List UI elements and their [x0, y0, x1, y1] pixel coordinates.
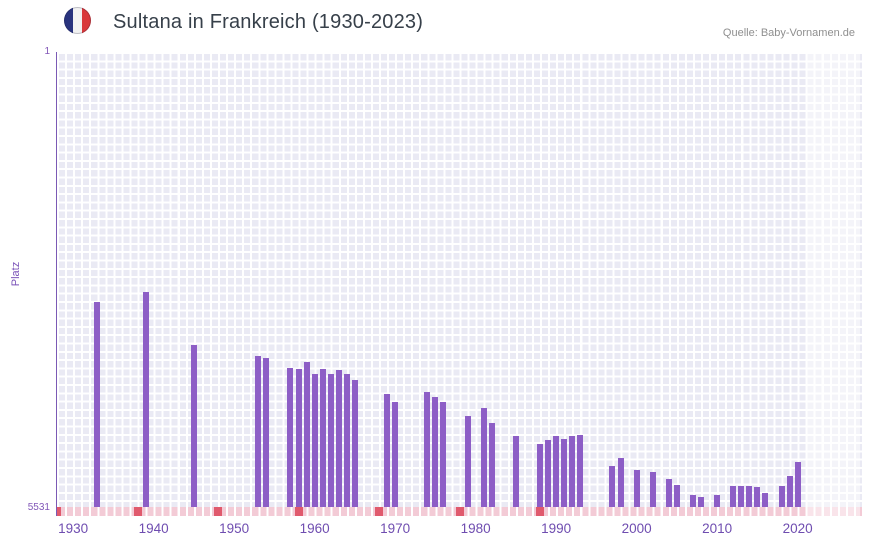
bar-1953[interactable] [255, 356, 262, 507]
bar-1988[interactable] [537, 443, 543, 507]
bar-2016[interactable] [762, 492, 769, 507]
x-tick-1980: 1980 [460, 521, 491, 536]
recent-years-highlight [805, 507, 861, 516]
bar-2018[interactable] [778, 486, 785, 507]
bar-2020[interactable] [794, 461, 801, 507]
no-rank-marker-1948 [214, 507, 222, 516]
no-rank-marker-1938 [133, 507, 142, 516]
no-rank-marker-1928 [57, 507, 61, 516]
x-tick-2010: 2010 [702, 521, 733, 536]
bar-1958[interactable] [295, 368, 302, 507]
bar-1964[interactable] [343, 373, 350, 507]
bar-1957[interactable] [287, 367, 294, 507]
y-axis-bottom-label: 5531 [27, 502, 50, 513]
x-tick-1970: 1970 [380, 521, 411, 536]
no-rank-marker-1988 [536, 507, 544, 516]
bar-1969[interactable] [384, 394, 391, 507]
x-tick-1950: 1950 [219, 521, 250, 536]
y-axis-title: Platz [10, 261, 22, 287]
bar-1985[interactable] [512, 436, 519, 507]
y-axis-top-label: 1 [44, 46, 50, 57]
bar-2005[interactable] [673, 484, 680, 507]
bar-1989[interactable] [545, 440, 552, 507]
bar-1974[interactable] [424, 391, 431, 507]
bar-2007[interactable] [689, 495, 696, 507]
bar-1976[interactable] [440, 401, 447, 507]
x-tick-1960: 1960 [299, 521, 330, 536]
x-tick-1930: 1930 [58, 521, 89, 536]
bar-2014[interactable] [746, 485, 753, 507]
france-flag-icon [64, 7, 91, 34]
x-tick-1940: 1940 [138, 521, 169, 536]
no-rank-marker-1978 [455, 507, 464, 516]
y-axis-line [56, 52, 57, 516]
bar-2008[interactable] [698, 497, 704, 507]
bar-1965[interactable] [351, 380, 358, 507]
plot-area [57, 52, 862, 507]
no-rank-marker-1958 [294, 507, 303, 516]
bar-1954[interactable] [263, 357, 270, 507]
bar-2010[interactable] [714, 495, 721, 507]
bar-1990[interactable] [553, 436, 560, 507]
x-tick-1990: 1990 [541, 521, 572, 536]
bar-1979[interactable] [464, 415, 471, 507]
bar-2004[interactable] [665, 478, 672, 507]
bar-1960[interactable] [311, 373, 318, 507]
bar-1933[interactable] [94, 302, 101, 507]
x-axis: 1930 1940 1950 1960 1970 1980 1990 2000 2010 2020 [57, 521, 862, 541]
no-rank-strip [57, 507, 862, 516]
bar-1945[interactable] [190, 344, 197, 507]
bar-1993[interactable] [577, 434, 584, 507]
bar-2019[interactable] [786, 476, 793, 507]
bar-2013[interactable] [738, 486, 745, 507]
bar-1998[interactable] [617, 458, 624, 507]
bar-2015[interactable] [754, 487, 761, 507]
no-rank-marker-1968 [375, 507, 383, 516]
bar-2000[interactable] [633, 469, 640, 507]
bar-1963[interactable] [335, 370, 342, 507]
x-tick-2000: 2000 [621, 521, 652, 536]
bar-1959[interactable] [303, 362, 310, 507]
bar-1970[interactable] [392, 401, 399, 507]
recent-years-highlight [805, 52, 861, 507]
bar-1991[interactable] [561, 438, 568, 507]
bar-1939[interactable] [142, 292, 149, 507]
bar-1962[interactable] [327, 374, 334, 507]
bar-2002[interactable] [649, 472, 656, 507]
chart-title: Sultana in Frankreich (1930-2023) [113, 11, 424, 33]
x-tick-2020: 2020 [782, 521, 813, 536]
source-attribution: Quelle: Baby-Vornamen.de [722, 27, 855, 39]
bar-2012[interactable] [730, 486, 737, 507]
bar-1975[interactable] [432, 396, 439, 507]
bar-1981[interactable] [480, 408, 487, 507]
bar-1961[interactable] [319, 368, 326, 507]
bar-1992[interactable] [569, 436, 576, 507]
bar-1997[interactable] [609, 465, 616, 507]
bar-1982[interactable] [488, 422, 495, 507]
